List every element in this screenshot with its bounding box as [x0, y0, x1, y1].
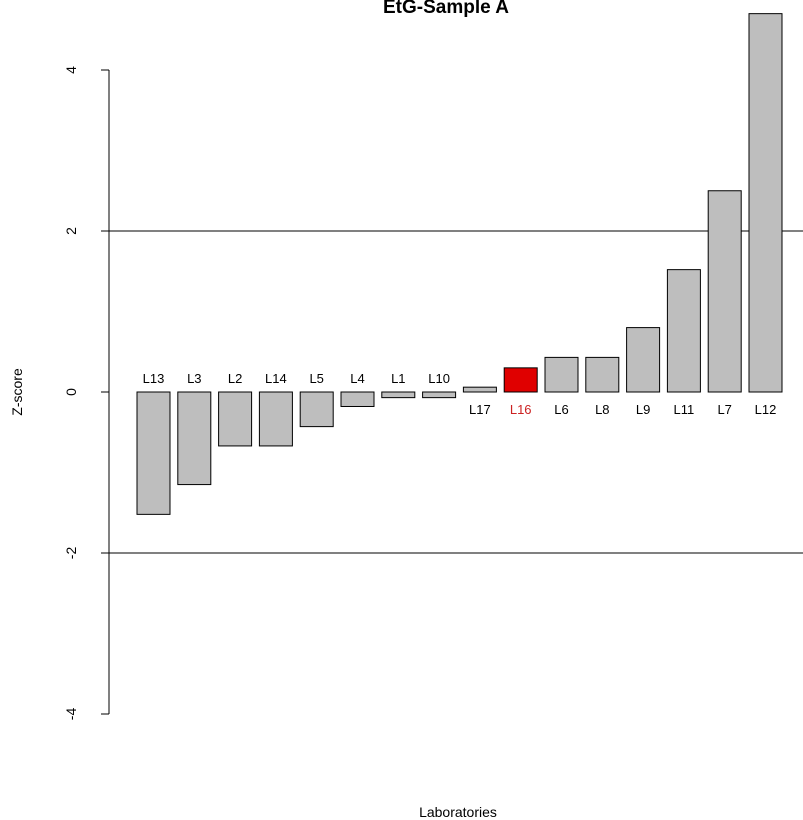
bar-label: L11 [674, 402, 695, 417]
bar [299, 391, 334, 428]
bar [422, 391, 457, 399]
bar-label: L7 [717, 402, 731, 417]
bar [707, 190, 742, 393]
plot-area: 4 2 0 -2 -4 L13 L3 L2 L14 L5 L4 L1 L10 L17 L16 L6 L8 L9 L1… [63, 13, 803, 721]
y-tick-label: 4 [63, 66, 79, 74]
bar-label: L2 [228, 371, 242, 386]
bar-label: L8 [595, 402, 609, 417]
y-tick-label: -4 [63, 708, 79, 721]
bar [381, 391, 416, 399]
bar-label: L16 [510, 402, 532, 417]
y-tick-label: 2 [63, 227, 79, 235]
bar-label: L3 [187, 371, 201, 386]
chart-title: EtG-Sample A [383, 0, 509, 18]
y-axis-label: Z-score [9, 368, 25, 416]
bar-label: L6 [554, 402, 568, 417]
bar-label: L13 [143, 371, 165, 386]
bar-label: L17 [469, 402, 491, 417]
bar [218, 391, 253, 447]
bar-label: L12 [755, 402, 777, 417]
bar [544, 356, 579, 393]
x-axis-label: Laboratories [419, 804, 497, 820]
bar [626, 327, 661, 393]
bar [585, 356, 620, 393]
bar [503, 367, 538, 393]
bar [666, 269, 701, 393]
bar-label: L1 [391, 371, 405, 386]
bar-label: L14 [265, 371, 287, 386]
bar [748, 13, 783, 393]
bar-label: L9 [636, 402, 650, 417]
bar-label: L10 [428, 371, 450, 386]
bar [258, 391, 293, 447]
bar [177, 391, 212, 486]
bar-label: L4 [350, 371, 364, 386]
bar-label: L5 [309, 371, 323, 386]
bar [340, 391, 375, 407]
bar [136, 391, 171, 515]
bar [462, 386, 497, 393]
y-tick-label: -2 [63, 547, 79, 560]
y-tick-label: 0 [63, 388, 79, 396]
